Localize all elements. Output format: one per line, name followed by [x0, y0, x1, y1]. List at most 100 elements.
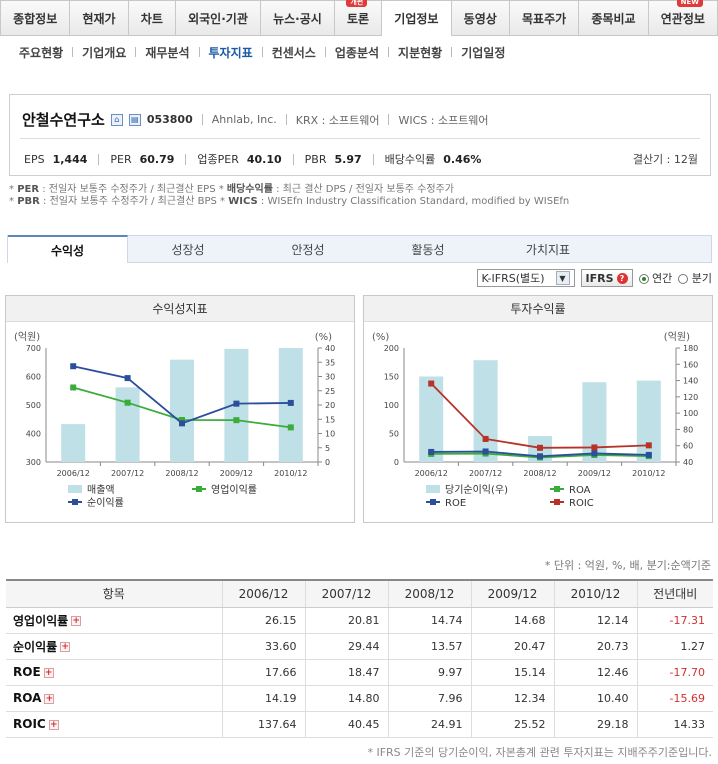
- top-tab-label: 현재가: [82, 11, 116, 26]
- top-tab[interactable]: 차트: [128, 0, 176, 36]
- analysis-tab[interactable]: 안정성: [291, 242, 325, 257]
- legend-swatch: [68, 485, 82, 493]
- print-icon[interactable]: ▤: [128, 113, 141, 126]
- series-point-영업이익률: [124, 399, 131, 406]
- sub-tab[interactable]: 기업일정: [461, 45, 506, 60]
- sub-navigation: 주요현황 기업개요 재무분석 투자지표 컨센서스 업종분석 지분현황 기업일정: [10, 43, 514, 61]
- top-tab[interactable]: 목표주가: [509, 0, 580, 36]
- analysis-tab[interactable]: 가치지표: [525, 242, 571, 257]
- right-tick-label: 40: [325, 344, 335, 353]
- row-label-cell[interactable]: ROIC +: [6, 711, 222, 738]
- sub-tab[interactable]: 재무분석: [145, 45, 190, 60]
- valuation-summary: EPS 1,444 PER 60.79 업종PER 40.10 PBR 5.97 배당수…: [24, 151, 481, 167]
- right-tick-label: 140: [683, 377, 698, 386]
- expand-plus-icon[interactable]: +: [44, 693, 55, 704]
- top-tab[interactable]: 동영상: [451, 0, 510, 36]
- value-cell: 13.57: [387, 633, 471, 660]
- legend-label: ROE: [445, 498, 466, 509]
- top-tab[interactable]: 외국인·기관: [176, 0, 261, 36]
- left-tick-label: 0: [394, 458, 399, 467]
- x-tick-label: 2007/12: [469, 469, 502, 478]
- right-tick-label: 100: [683, 409, 698, 418]
- expand-plus-icon[interactable]: +: [48, 719, 59, 730]
- pbr-value: 5.97: [334, 152, 362, 166]
- column-header: 2006/12: [221, 579, 305, 608]
- top-tab[interactable]: 종목비교: [579, 0, 649, 36]
- legend-marker: [554, 499, 560, 505]
- right-tick-label: 0: [325, 458, 330, 467]
- top-tab-label: 외국인·기관: [188, 11, 248, 26]
- ifrs-help-button[interactable]: IFRS ?: [580, 269, 633, 287]
- quarterly-radio[interactable]: 분기: [678, 270, 712, 286]
- fiscal-month: 결산기 : 12월: [632, 153, 698, 166]
- bar-2007/12: [115, 387, 140, 462]
- analysis-tab[interactable]: 수익성: [8, 235, 128, 263]
- legend-label: 매출액: [87, 484, 115, 496]
- bar-2010/12: [636, 380, 661, 462]
- sector-per-value: 40.10: [246, 152, 282, 166]
- unit-note: * 단위 : 억원, %, 배, 분기:순액기준: [544, 559, 711, 572]
- analysis-tab[interactable]: 성장성: [171, 242, 205, 257]
- sub-tab[interactable]: 기업개요: [82, 45, 127, 60]
- value-cell: 14.68: [470, 607, 554, 634]
- row-label-cell[interactable]: 영업이익률 +: [6, 607, 222, 634]
- company-info-box: 안철수연구소 ⌂ ▤ 053800 Ahnlab, Inc. KRX : 소프트…: [9, 94, 711, 176]
- sub-tab[interactable]: 업종분석: [334, 45, 380, 60]
- top-tab[interactable]: 종합정보: [0, 0, 71, 36]
- top-tab-label: 토론: [347, 11, 370, 26]
- right-tick-label: 60: [683, 442, 693, 451]
- top-tab[interactable]: 현재가: [70, 0, 129, 36]
- legend-label: ROIC: [569, 498, 594, 509]
- expand-plus-icon[interactable]: +: [43, 667, 54, 678]
- value-cell: 12.14: [553, 607, 637, 634]
- top-tab[interactable]: 토론 개편: [334, 0, 383, 36]
- company-name[interactable]: 안철수연구소: [22, 111, 105, 129]
- column-header: 전년대비: [636, 579, 713, 608]
- sub-tab[interactable]: 투자지표: [208, 45, 253, 60]
- expand-plus-icon[interactable]: +: [71, 616, 82, 626]
- value-cell: 12.34: [470, 685, 554, 712]
- legend-label: 당기순이익(우): [445, 484, 508, 496]
- legend-swatch: [426, 485, 440, 493]
- series-point-ROIC: [537, 444, 543, 451]
- series-point-ROE: [537, 453, 543, 460]
- row-label-cell[interactable]: ROE +: [6, 659, 222, 686]
- bar-2007/12: [473, 360, 498, 462]
- column-header: 2009/12: [470, 579, 554, 608]
- yoy-change-cell: -15.69: [636, 685, 713, 712]
- top-tab[interactable]: 연관정보 NEW: [648, 0, 718, 36]
- table-row: ROE +17.66 18.47 9.97 15.14 12.46 -17.70: [6, 659, 713, 686]
- sub-tab[interactable]: 주요현황: [19, 45, 64, 60]
- bar-2008/12: [170, 359, 194, 462]
- chart-title: 수익성지표: [6, 296, 354, 322]
- row-label: 순이익률: [13, 639, 58, 654]
- series-point-순이익률: [179, 420, 185, 427]
- top-tab-label: 종합정보: [13, 11, 58, 26]
- series-point-영업이익률: [179, 416, 185, 423]
- x-tick-label: 2006/12: [415, 469, 448, 478]
- right-tick-label: 180: [683, 344, 698, 353]
- top-tab[interactable]: 기업정보: [382, 0, 452, 36]
- investment-return-chart-panel: 투자수익률 (%) (억원) 0 50 100 150 200 40 60 80 100 120 140…: [363, 295, 713, 523]
- series-point-순이익률: [287, 399, 294, 406]
- top-tab[interactable]: 뉴스·공시: [260, 0, 335, 36]
- value-cell: 7.96: [387, 685, 471, 712]
- x-tick-label: 2010/12: [274, 469, 307, 478]
- row-label-cell[interactable]: ROA +: [6, 685, 222, 712]
- sub-tab[interactable]: 지분현황: [398, 45, 443, 60]
- home-icon[interactable]: ⌂: [110, 113, 123, 126]
- note-pbr-key: PBR: [17, 196, 40, 207]
- right-axis-unit: (억원): [664, 331, 690, 343]
- sub-tab[interactable]: 컨센서스: [271, 45, 316, 60]
- expand-plus-icon[interactable]: +: [60, 642, 71, 652]
- annual-radio[interactable]: 연간: [638, 270, 672, 286]
- new-badge: 개편: [346, 0, 368, 7]
- row-label-cell[interactable]: 순이익률 +: [6, 633, 222, 660]
- x-tick-label: 2008/12: [165, 469, 198, 478]
- analysis-tab[interactable]: 활동성: [411, 242, 445, 257]
- accounting-standard-select[interactable]: K-IFRS(별도) ▼: [476, 269, 575, 287]
- series-point-영업이익률: [233, 417, 240, 424]
- x-tick-label: 2009/12: [578, 469, 611, 478]
- yoy-change-cell: -17.70: [636, 659, 713, 686]
- top-tab-label: 차트: [140, 11, 163, 26]
